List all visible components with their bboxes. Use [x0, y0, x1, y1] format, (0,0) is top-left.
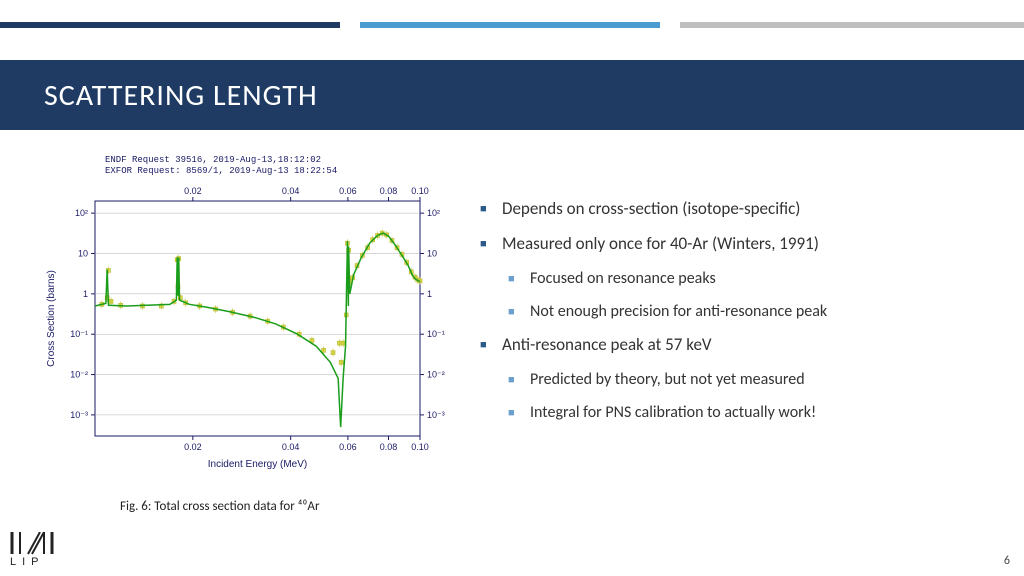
svg-text:0.06: 0.06 — [339, 442, 357, 452]
svg-text:1: 1 — [427, 288, 432, 298]
bullet-item: Predicted by theory, but not yet measure… — [508, 366, 984, 393]
chart-meta: ENDF Request 39516, 2019-Aug-13,18:12:02… — [105, 155, 480, 177]
top-accent — [0, 22, 1024, 28]
slide-title: SCATTERING LENGTH — [44, 77, 318, 114]
svg-text:10²: 10² — [427, 208, 440, 218]
title-bar: SCATTERING LENGTH — [0, 60, 1024, 130]
figure-caption: Fig. 6: Total cross section data for ⁴⁰A… — [120, 499, 480, 514]
chart-column: ENDF Request 39516, 2019-Aug-13,18:12:02… — [0, 155, 480, 536]
svg-text:0.02: 0.02 — [184, 186, 202, 196]
bullet-item: Focused on resonance peaks — [508, 265, 984, 292]
svg-text:10²: 10² — [75, 208, 88, 218]
svg-text:10⁻³: 10⁻³ — [70, 409, 88, 419]
svg-text:1: 1 — [83, 288, 88, 298]
svg-text:0.04: 0.04 — [282, 186, 300, 196]
bullet-item: Integral for PNS calibration to actually… — [508, 399, 984, 426]
svg-text:10: 10 — [78, 248, 88, 258]
bullet-item: Depends on cross-section (isotope-specif… — [480, 195, 984, 224]
svg-text:0.08: 0.08 — [380, 186, 398, 196]
chart-container: 10⁻³ 10⁻³ 10⁻² 10⁻² 10⁻¹ 10⁻¹ 1 1 10 10 10² 10² 0.02… — [40, 181, 460, 481]
bullets-column: Depends on cross-section (isotope-specif… — [480, 155, 1024, 536]
lip-logo: LIP — [10, 532, 58, 566]
bullet-item: Not enough precision for anti-resonance … — [508, 298, 984, 325]
svg-text:10: 10 — [427, 248, 437, 258]
bullet-item: Measured only once for 40-Ar (Winters, 1… — [480, 230, 984, 259]
svg-text:0.06: 0.06 — [339, 186, 357, 196]
cross-section-chart: 10⁻³ 10⁻³ 10⁻² 10⁻² 10⁻¹ 10⁻¹ 1 1 10 10 10² 10² 0.02… — [40, 181, 460, 471]
svg-text:10⁻¹: 10⁻¹ — [70, 329, 88, 339]
svg-text:0.04: 0.04 — [282, 442, 300, 452]
svg-text:Incident Energy (MeV): Incident Energy (MeV) — [208, 459, 308, 470]
svg-text:Cross Section (barns): Cross Section (barns) — [46, 270, 57, 367]
svg-text:10⁻²: 10⁻² — [70, 369, 88, 379]
svg-text:10⁻²: 10⁻² — [427, 369, 445, 379]
bullet-item: Anti-resonance peak at 57 keV — [480, 331, 984, 360]
svg-text:0.02: 0.02 — [184, 442, 202, 452]
svg-text:10⁻³: 10⁻³ — [427, 409, 445, 419]
svg-text:0.10: 0.10 — [411, 186, 429, 196]
svg-text:LIP: LIP — [10, 556, 45, 566]
svg-text:10⁻¹: 10⁻¹ — [427, 329, 445, 339]
bullet-list: Depends on cross-section (isotope-specif… — [480, 195, 984, 426]
content-area: ENDF Request 39516, 2019-Aug-13,18:12:02… — [0, 155, 1024, 536]
slide: SCATTERING LENGTH ENDF Request 39516, 20… — [0, 0, 1024, 576]
svg-text:0.10: 0.10 — [411, 442, 429, 452]
page-number: 6 — [1004, 554, 1010, 568]
svg-text:0.08: 0.08 — [380, 442, 398, 452]
